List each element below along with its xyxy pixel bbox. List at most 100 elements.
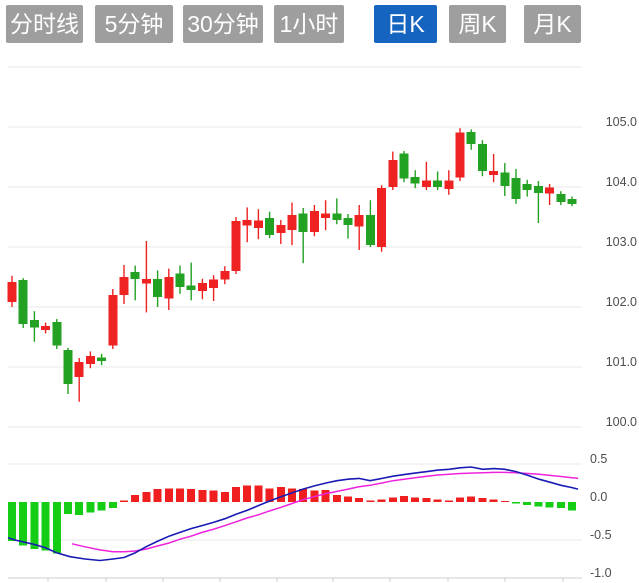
candle-body (309, 211, 319, 232)
price-axis-label: 104.0 (606, 175, 637, 189)
macd-hist-bar (220, 492, 229, 502)
candle-body (399, 153, 409, 179)
macd-hist-bar (276, 486, 285, 502)
macd-hist-bar (288, 488, 296, 502)
macd-hist-bar (142, 492, 151, 502)
macd-hist-bar (75, 502, 84, 515)
macd-hist-bar (467, 496, 476, 502)
macd-hist-bar (299, 489, 308, 502)
macd-hist-bar (198, 489, 207, 502)
macd-hist-bar (321, 489, 330, 502)
macd-axis-label: 0.0 (590, 490, 607, 504)
candle-body (511, 178, 521, 199)
macd-hist-bar (209, 490, 218, 502)
candle-body (354, 215, 364, 227)
candle-body (231, 221, 241, 271)
macd-hist-bar (400, 495, 408, 502)
macd-hist-bar (456, 497, 464, 502)
period-tab-monthly[interactable]: 月K (524, 5, 581, 43)
candle-body (108, 295, 118, 346)
macd-hist-bar (19, 502, 28, 546)
macd-hist-bar (30, 502, 39, 550)
candle-body (433, 180, 443, 187)
candle-body (18, 280, 28, 324)
period-tab-1hour[interactable]: 1小时 (274, 5, 344, 43)
candle-body (63, 350, 73, 384)
candle-body (533, 185, 543, 193)
candle-body (97, 357, 107, 361)
macd-hist-bar (556, 502, 565, 509)
period-tab-timeline[interactable]: 分时线 (6, 5, 83, 43)
price-axis-label: 100.0 (606, 415, 637, 429)
candle-body (242, 220, 252, 226)
candle-body (377, 188, 387, 247)
candle-body (29, 320, 39, 328)
macd-axis-label: -0.5 (590, 528, 612, 542)
candle-body (421, 180, 431, 187)
macd-hist-bar (243, 485, 252, 502)
price-axis-label: 103.0 (606, 235, 637, 249)
macd-hist-bar (478, 498, 487, 502)
macd-hist-bar (120, 500, 128, 502)
candle-body (444, 180, 454, 189)
dea-line (71, 471, 579, 553)
macd-hist-bar (52, 502, 61, 554)
macd-hist-bar (97, 502, 106, 511)
candle-body (220, 271, 230, 280)
macd-hist-bar (500, 501, 509, 503)
macd-hist-bar (265, 488, 274, 502)
macd-hist-bar (377, 499, 386, 502)
macd-hist-bar (86, 502, 95, 513)
candle-body (522, 184, 532, 190)
candle-body (130, 272, 140, 279)
candle-body (410, 176, 420, 184)
candle-body (209, 279, 219, 288)
macd-hist-bar (344, 496, 352, 502)
macd-hist-bar (545, 502, 554, 508)
macd-hist-bar (568, 502, 576, 511)
candle-body (153, 278, 163, 297)
macd-hist-bar (131, 495, 140, 502)
macd-hist-bar (254, 485, 263, 502)
macd-hist-bar (411, 497, 420, 502)
candle-body (567, 199, 577, 204)
period-tab-weekly[interactable]: 周K (449, 5, 506, 43)
candle-body (197, 283, 207, 291)
candle-body (556, 194, 566, 202)
candle-body (388, 160, 398, 187)
candle-body (545, 187, 555, 194)
period-tab-30min[interactable]: 30分钟 (183, 5, 263, 43)
macd-hist-bar (355, 498, 364, 502)
macd-hist-bar (534, 502, 543, 507)
period-tab-daily[interactable]: 日K (374, 5, 437, 43)
macd-hist-bar (366, 500, 375, 502)
candle-body (52, 322, 62, 346)
candle-body (7, 281, 17, 303)
candle-body (287, 215, 297, 231)
candle-body (466, 131, 476, 144)
candle-body (321, 213, 331, 219)
candle-body (164, 277, 174, 299)
price-axis-label: 102.0 (606, 295, 637, 309)
candle-body (276, 224, 286, 234)
macd-hist-bar (153, 489, 162, 502)
candle-body (74, 362, 84, 378)
candle-body (119, 277, 129, 295)
candle-body (253, 220, 263, 228)
macd-hist-bar (433, 499, 442, 502)
period-tab-5min[interactable]: 5分钟 (95, 5, 173, 43)
candle-body (489, 170, 499, 175)
candle-body (477, 143, 487, 171)
candle-body (500, 172, 510, 186)
period-toolbar: 分时线 5分钟 30分钟 1小时 日K 周K 月K (0, 0, 639, 48)
macd-hist-bar (523, 502, 532, 506)
macd-hist-bar (332, 495, 341, 502)
macd-hist-bar (444, 500, 453, 502)
candle-body (186, 285, 196, 291)
candle-body (141, 278, 151, 284)
candle-body (343, 218, 353, 225)
macd-hist-bar (512, 502, 520, 504)
candle-body (365, 215, 375, 246)
